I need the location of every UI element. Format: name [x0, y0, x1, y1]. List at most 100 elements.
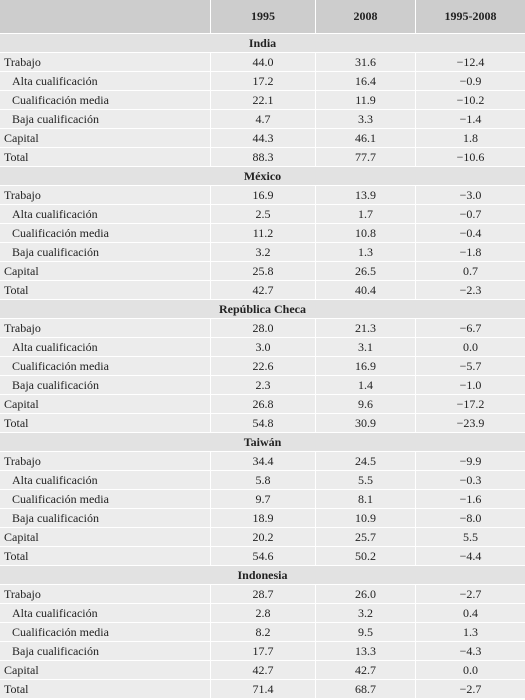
row-label: Total — [4, 282, 29, 297]
column-header: 1995-2008 — [415, 0, 525, 33]
cell-value: 9.6 — [315, 395, 415, 413]
data-row: Capital 25.8 26.5 0.7 — [0, 262, 525, 281]
cell-value: −8.0 — [415, 509, 525, 527]
cell-value: 0.0 — [415, 661, 525, 679]
data-row: Alta cualificación 3.0 3.1 0.0 — [0, 338, 525, 357]
column-header: 1995 — [210, 0, 315, 33]
cell-value: 1.3 — [415, 623, 525, 641]
cell-value: 10.8 — [315, 224, 415, 242]
section-title: México — [243, 168, 282, 183]
cell-value: 3.2 — [210, 243, 315, 261]
row-label: Capital — [4, 662, 39, 677]
cell-value: 42.7 — [210, 661, 315, 679]
row-label: Cualificación media — [12, 358, 109, 373]
cell-value: −2.7 — [415, 585, 525, 603]
row-label: Alta cualificación — [12, 73, 98, 88]
cell-value: 28.0 — [210, 319, 315, 337]
data-row: Alta cualificación 5.8 5.5 −0.3 — [0, 471, 525, 490]
cell-value: 1.3 — [315, 243, 415, 261]
section-row: Taiwán — [0, 433, 525, 452]
cell-value: 77.7 — [315, 148, 415, 166]
data-row: Capital 42.7 42.7 0.0 — [0, 661, 525, 680]
data-row: Total 54.8 30.9 −23.9 — [0, 414, 525, 433]
data-row: Cualificación media 11.2 10.8 −0.4 — [0, 224, 525, 243]
row-label: Baja cualificación — [12, 244, 99, 259]
row-label: Cualificación media — [12, 491, 109, 506]
cell-value: 31.6 — [315, 53, 415, 71]
section-row: República Checa — [0, 300, 525, 319]
cell-value: 50.2 — [315, 547, 415, 565]
data-row: Alta cualificación 2.5 1.7 −0.7 — [0, 205, 525, 224]
cell-value: 40.4 — [315, 281, 415, 299]
section-row: México — [0, 167, 525, 186]
data-row: Total 88.3 77.7 −10.6 — [0, 148, 525, 167]
header-row: 1995 2008 1995-2008 — [0, 0, 525, 34]
row-label: Capital — [4, 529, 39, 544]
cell-value: 2.8 — [210, 604, 315, 622]
data-row: Alta cualificación 2.8 3.2 0.4 — [0, 604, 525, 623]
data-row: Baja cualificación 4.7 3.3 −1.4 — [0, 110, 525, 129]
row-label: Cualificación media — [12, 225, 109, 240]
data-row: Alta cualificación 17.2 16.4 −0.9 — [0, 72, 525, 91]
cell-value: 21.3 — [315, 319, 415, 337]
cell-value: 17.7 — [210, 642, 315, 660]
data-row: Cualificación media 8.2 9.5 1.3 — [0, 623, 525, 642]
row-label: Baja cualificación — [12, 643, 99, 658]
cell-value: 1.7 — [315, 205, 415, 223]
cell-value: 10.9 — [315, 509, 415, 527]
cell-value: 54.8 — [210, 414, 315, 432]
cell-value: −4.3 — [415, 642, 525, 660]
row-label: Trabajo — [4, 453, 41, 468]
row-label: Trabajo — [4, 54, 41, 69]
row-label: Capital — [4, 396, 39, 411]
row-label: Alta cualificación — [12, 339, 98, 354]
header-blank — [0, 0, 210, 33]
cell-value: 1.4 — [315, 376, 415, 394]
data-row: Trabajo 28.7 26.0 −2.7 — [0, 585, 525, 604]
cell-value: 5.8 — [210, 471, 315, 489]
cell-value: 5.5 — [315, 471, 415, 489]
cell-value: 26.0 — [315, 585, 415, 603]
cell-value: 71.4 — [210, 680, 315, 698]
row-label: Trabajo — [4, 187, 41, 202]
section-title: Taiwán — [243, 434, 282, 449]
cell-value: 13.3 — [315, 642, 415, 660]
cell-value: 11.2 — [210, 224, 315, 242]
cell-value: 17.2 — [210, 72, 315, 90]
cell-value: −6.7 — [415, 319, 525, 337]
cell-value: −10.2 — [415, 91, 525, 109]
cell-value: 16.9 — [315, 357, 415, 375]
cell-value: 34.4 — [210, 452, 315, 470]
data-row: Total 42.7 40.4 −2.3 — [0, 281, 525, 300]
section-row: Indonesia — [0, 566, 525, 585]
section-title: Indonesia — [237, 567, 288, 582]
cell-value: 20.2 — [210, 528, 315, 546]
cell-value: 22.6 — [210, 357, 315, 375]
data-row: Capital 26.8 9.6 −17.2 — [0, 395, 525, 414]
data-row: Trabajo 16.9 13.9 −3.0 — [0, 186, 525, 205]
cell-value: −1.0 — [415, 376, 525, 394]
cell-value: 4.7 — [210, 110, 315, 128]
cell-value: −0.7 — [415, 205, 525, 223]
cell-value: 25.8 — [210, 262, 315, 280]
row-label: Trabajo — [4, 320, 41, 335]
cell-value: 2.5 — [210, 205, 315, 223]
data-row: Baja cualificación 3.2 1.3 −1.8 — [0, 243, 525, 262]
cell-value: −9.9 — [415, 452, 525, 470]
cell-value: 18.9 — [210, 509, 315, 527]
row-label: Total — [4, 548, 29, 563]
cell-value: 16.4 — [315, 72, 415, 90]
cell-value: 54.6 — [210, 547, 315, 565]
section-title: República Checa — [219, 301, 306, 316]
cell-value: 0.0 — [415, 338, 525, 356]
cell-value: −2.7 — [415, 680, 525, 698]
cell-value: 26.8 — [210, 395, 315, 413]
data-row: Baja cualificación 2.3 1.4 −1.0 — [0, 376, 525, 395]
cell-value: 3.2 — [315, 604, 415, 622]
row-label: Alta cualificación — [12, 206, 98, 221]
cell-value: −0.9 — [415, 72, 525, 90]
data-row: Baja cualificación 18.9 10.9 −8.0 — [0, 509, 525, 528]
cell-value: 9.7 — [210, 490, 315, 508]
